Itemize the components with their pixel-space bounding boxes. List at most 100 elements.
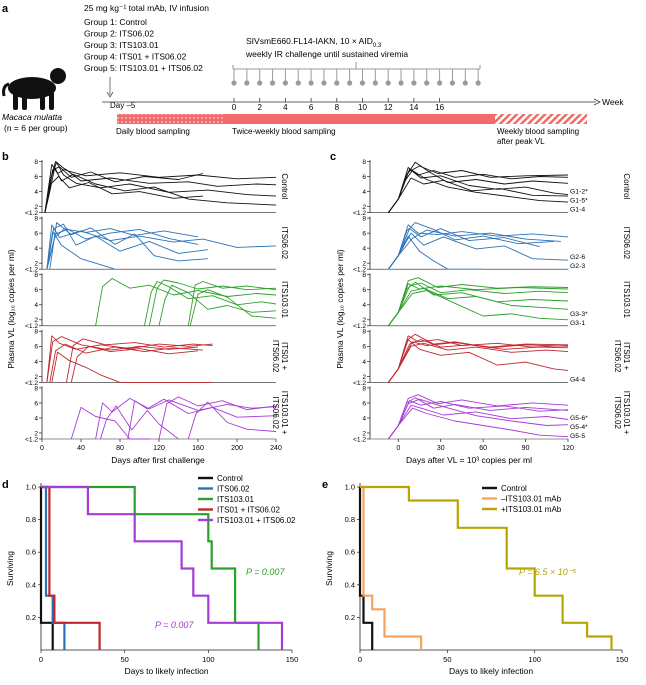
x-tick-label: 40 bbox=[77, 445, 85, 452]
vl-series-line bbox=[388, 407, 569, 440]
y-tick-label: 6 bbox=[34, 231, 38, 238]
vl-subpanel: 8 6 4 2<1.2 ITS103.01 bbox=[25, 272, 289, 330]
group-label: Control bbox=[622, 173, 631, 199]
daily-sampling-bar bbox=[117, 114, 224, 124]
vl-series-line bbox=[158, 396, 277, 440]
y-tick-label: 4 bbox=[362, 302, 366, 309]
group-3-text: Group 3: ITS103.01 bbox=[84, 40, 159, 50]
y-tick-label: 0.4 bbox=[26, 580, 36, 589]
vl-series-line bbox=[46, 231, 116, 270]
group-label: ITS06.02 bbox=[271, 340, 280, 373]
challenge-pin-head bbox=[282, 80, 288, 86]
after-peak-text: after peak VL bbox=[497, 137, 545, 146]
y-tick-label: 6 bbox=[362, 400, 366, 407]
vl-series-line bbox=[388, 283, 569, 327]
y-axis-title: Surviving bbox=[5, 551, 15, 586]
panel-label-d: d bbox=[2, 479, 9, 491]
ylabel-b: Plasma VL (log₁₀ copies per ml) bbox=[6, 249, 16, 369]
x-tick-label: 0 bbox=[358, 655, 362, 664]
panel-d: d 0.2 0.4 0.6 0.8 1.0 0 50 100 150 Surviving Days … bbox=[2, 474, 298, 676]
y-tick-label: 6 bbox=[34, 174, 38, 181]
panel-e: e 0.2 0.4 0.6 0.8 1.0 0 50 100 150 Surviving Days … bbox=[322, 479, 628, 676]
vl-series-line bbox=[44, 161, 277, 213]
legend-label: ITS103.01 + ITS06.02 bbox=[217, 516, 296, 525]
x-tick-label: 0 bbox=[39, 655, 43, 664]
vl-subpanel: 8 6 4 2<1.2 ITS103.01 G3-3* G3-1 bbox=[353, 272, 631, 330]
dose-text: 25 mg kg⁻¹ total mAb, IV infusion bbox=[84, 3, 209, 13]
week-tick-label: 4 bbox=[283, 103, 288, 112]
y-tick-label: <1.2 bbox=[353, 323, 366, 330]
challenge-pin-head bbox=[449, 80, 456, 86]
x-tick-label: 90 bbox=[522, 445, 530, 452]
challenge-pin-head bbox=[321, 80, 327, 86]
group-4-text: Group 4: ITS01 + ITS06.02 bbox=[84, 52, 187, 62]
challenge-pin-head bbox=[398, 80, 404, 86]
vl-series-line bbox=[44, 166, 204, 213]
x-tick-label: 80 bbox=[116, 445, 124, 452]
y-tick-label: 4 bbox=[362, 189, 366, 196]
y-tick-label: 1.0 bbox=[345, 483, 355, 492]
x-tick-label: 120 bbox=[153, 445, 165, 452]
y-tick-label: 4 bbox=[34, 246, 38, 253]
week-ticks: 0 2 4 6 8 10 12 14 16 bbox=[232, 98, 445, 112]
animal-label: G2-6 bbox=[570, 254, 585, 261]
vl-series-line bbox=[95, 278, 277, 326]
y-tick-label: 0.6 bbox=[345, 548, 355, 557]
y-tick-label: 0.6 bbox=[26, 548, 36, 557]
y-tick-label: 2 bbox=[362, 374, 366, 381]
survival-curve bbox=[39, 487, 54, 650]
x-tick-label: 150 bbox=[286, 655, 299, 664]
vl-series-line bbox=[388, 222, 554, 270]
vl-series-line bbox=[95, 397, 277, 440]
y-tick-label: <1.2 bbox=[353, 210, 366, 217]
x-axis-title: Days to likely infection bbox=[124, 666, 208, 676]
vl-series-line bbox=[388, 290, 569, 327]
vl-series-line bbox=[143, 281, 277, 326]
viral-load-plot-c: 8642<1.2ControlG1-2*G1-5*G1-48642<1.2ITS… bbox=[353, 159, 631, 452]
y-tick-label: 6 bbox=[34, 400, 38, 407]
animal-label: G5-4* bbox=[570, 424, 588, 431]
week-axis-title: Week bbox=[602, 97, 624, 107]
vl-series-line bbox=[44, 164, 277, 213]
vl-subpanel: 8 6 4 2<1.2 ITS06.02 bbox=[25, 216, 289, 274]
vl-series-line bbox=[51, 351, 213, 383]
vl-series-line bbox=[388, 281, 569, 327]
x-tick-label: 60 bbox=[479, 445, 487, 452]
y-tick-label: 0.2 bbox=[26, 613, 36, 622]
vl-series-line bbox=[388, 232, 569, 270]
vl-series-line bbox=[388, 287, 569, 327]
group-label: ITS06.02 bbox=[622, 227, 631, 260]
x-tick-label: 240 bbox=[270, 445, 282, 452]
challenge-pin-head bbox=[424, 80, 430, 86]
survival-curve bbox=[41, 485, 101, 650]
challenge-sub: 0.3 bbox=[373, 43, 382, 49]
vl-series-line bbox=[70, 406, 150, 440]
legend-label: Control bbox=[217, 474, 243, 483]
y-tick-label: 8 bbox=[362, 272, 366, 279]
group-label: ITS103.01 + bbox=[622, 391, 631, 435]
group-label: ITS103.01 bbox=[622, 281, 631, 318]
vl-series-line bbox=[46, 228, 199, 270]
challenge-pin-head bbox=[462, 80, 468, 86]
vl-series-line bbox=[49, 343, 203, 383]
y-axis-title: Surviving bbox=[324, 551, 334, 586]
week-tick-label: 2 bbox=[257, 103, 262, 112]
challenge-line2: weekly IR challenge until sustained vire… bbox=[245, 49, 408, 59]
y-tick-label: <1.2 bbox=[353, 436, 366, 443]
y-tick-label: <1.2 bbox=[25, 210, 38, 217]
group-label: ITS06.02 bbox=[613, 396, 622, 429]
group-5-text: Group 5: ITS103.01 + ITS06.02 bbox=[84, 63, 203, 73]
vl-series-line bbox=[189, 289, 277, 326]
survival-plot-d: 0.2 0.4 0.6 0.8 1.0 0 50 100 150 Surviving Days to… bbox=[5, 474, 298, 676]
week-tick-label: 8 bbox=[335, 103, 340, 112]
xlabel-b: Days after first challenge bbox=[111, 455, 205, 465]
challenge-pin-head bbox=[347, 80, 353, 86]
panel-label-a: a bbox=[2, 3, 9, 15]
animal-label: G1-5* bbox=[570, 198, 588, 205]
vl-series-line bbox=[46, 227, 199, 270]
vl-series-line bbox=[148, 279, 277, 326]
vl-series-line bbox=[388, 165, 569, 213]
vl-subpanel: 8 6 4 2<1.2 Control bbox=[25, 159, 289, 217]
y-tick-label: 2 bbox=[362, 204, 366, 211]
